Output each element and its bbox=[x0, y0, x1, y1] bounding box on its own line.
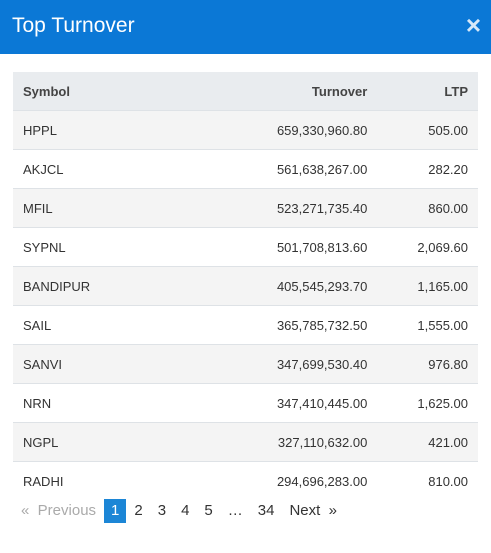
symbol-cell: SANVI bbox=[13, 344, 138, 384]
previous-button: « Previous bbox=[21, 502, 97, 519]
table-row: AKJCL 561,638,267.00 282.20 bbox=[13, 149, 478, 189]
page-button[interactable]: 34 bbox=[257, 502, 275, 519]
ltp-cell: 505.00 bbox=[377, 110, 478, 150]
pagination: « Previous 1 2 3 4 5… 34 Next » bbox=[14, 499, 345, 523]
turnover-cell: 327,110,632.00 bbox=[137, 422, 378, 462]
symbol-cell: RADHI bbox=[13, 461, 138, 492]
ltp-cell: 1,625.00 bbox=[377, 383, 478, 423]
modal-title: Top Turnover bbox=[12, 14, 135, 37]
header-row: Symbol Turnover LTP bbox=[13, 72, 478, 111]
page-button: 1 bbox=[104, 499, 127, 523]
turnover-cell: 365,785,732.50 bbox=[137, 305, 378, 345]
turnover-cell: 561,638,267.00 bbox=[137, 149, 378, 189]
turnover-cell: 347,699,530.40 bbox=[137, 344, 378, 384]
page-button[interactable]: … bbox=[227, 502, 243, 519]
symbol-cell: MFIL bbox=[13, 188, 138, 228]
page-button[interactable]: 4 bbox=[181, 502, 190, 519]
symbol-cell: NGPL bbox=[13, 422, 138, 462]
symbol-cell: SAIL bbox=[13, 305, 138, 345]
table-row: SAIL 365,785,732.50 1,555.00 bbox=[13, 305, 478, 345]
symbol-cell: SYPNL bbox=[13, 227, 138, 267]
page-button[interactable]: 3 bbox=[157, 502, 167, 519]
turnover-cell: 501,708,813.60 bbox=[137, 227, 378, 267]
ltp-cell: 976.80 bbox=[377, 344, 478, 384]
close-button[interactable]: × bbox=[465, 10, 481, 40]
page-button[interactable]: 5 bbox=[204, 502, 213, 519]
turnover-cell: 294,696,283.00 bbox=[137, 461, 378, 492]
ltp-cell: 2,069.60 bbox=[377, 227, 478, 267]
symbol-cell: NRN bbox=[13, 383, 138, 423]
table-row: BANDIPUR 405,545,293.70 1,165.00 bbox=[13, 266, 478, 306]
ltp-cell: 421.00 bbox=[377, 422, 478, 462]
symbol-cell: BANDIPUR bbox=[13, 266, 138, 306]
table-row: MFIL 523,271,735.40 860.00 bbox=[13, 188, 478, 228]
table-row: SANVI 347,699,530.40 976.80 bbox=[13, 344, 478, 384]
table-row: NGPL 327,110,632.00 421.00 bbox=[13, 422, 478, 462]
symbol-cell: AKJCL bbox=[13, 149, 138, 189]
column-header: LTP bbox=[377, 72, 478, 111]
page-button[interactable]: 2 bbox=[134, 502, 143, 519]
table-row: HPPL 659,330,960.80 505.00 bbox=[13, 110, 478, 150]
ltp-cell: 282.20 bbox=[377, 149, 478, 189]
table-row: RADHI 294,696,283.00 810.00 bbox=[13, 461, 478, 492]
modal-header: Top Turnover × bbox=[0, 0, 491, 54]
turnover-cell: 405,545,293.70 bbox=[137, 266, 378, 306]
column-header: Symbol bbox=[13, 72, 138, 111]
turnover-cell: 523,271,735.40 bbox=[137, 188, 378, 228]
ltp-cell: 860.00 bbox=[377, 188, 478, 228]
ltp-cell: 1,555.00 bbox=[377, 305, 478, 345]
symbol-cell: HPPL bbox=[13, 110, 138, 150]
next-button[interactable]: Next » bbox=[289, 502, 337, 519]
ltp-cell: 1,165.00 bbox=[377, 266, 478, 306]
turnover-cell: 347,410,445.00 bbox=[137, 383, 378, 423]
table-row: SYPNL 501,708,813.60 2,069.60 bbox=[13, 227, 478, 267]
column-header: Turnover bbox=[137, 72, 378, 111]
ltp-cell: 810.00 bbox=[377, 461, 478, 492]
turnover-table: Symbol Turnover LTP HPPL 659,330,960.80 50… bbox=[13, 72, 478, 492]
table-container: Symbol Turnover LTP HPPL 659,330,960.80 50… bbox=[13, 72, 478, 492]
table-row: NRN 347,410,445.00 1,625.00 bbox=[13, 383, 478, 423]
turnover-cell: 659,330,960.80 bbox=[137, 110, 378, 150]
table-body: HPPL 659,330,960.80 505.00 AKJCL 561,638,267… bbox=[13, 110, 478, 492]
